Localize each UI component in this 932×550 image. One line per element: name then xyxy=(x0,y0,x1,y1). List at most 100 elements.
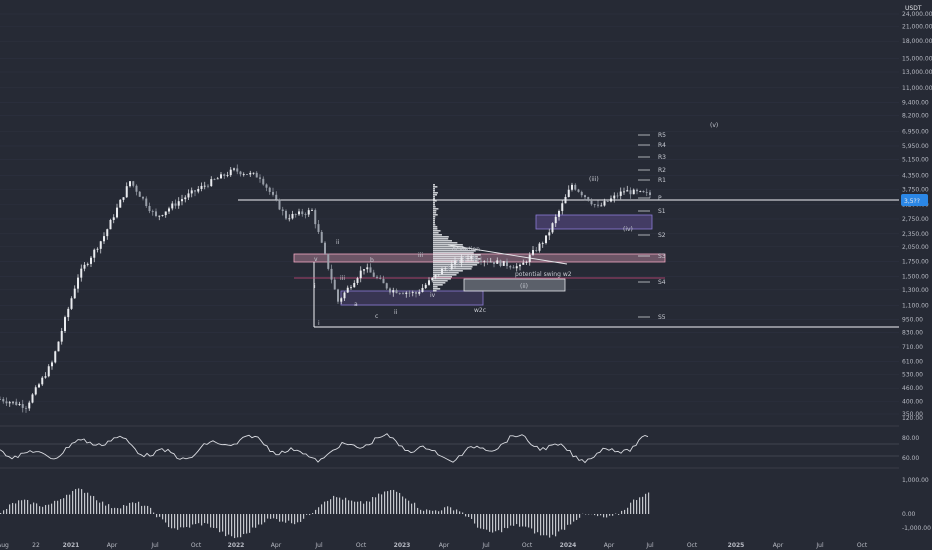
candle-body xyxy=(197,188,200,192)
volume-profile-bar xyxy=(433,206,436,208)
indicator-2-bar xyxy=(324,501,326,514)
candle-body xyxy=(155,211,157,217)
indicator-1-pane[interactable]: 120.00 80.00 60.00 xyxy=(0,415,923,464)
candle-body xyxy=(580,191,583,196)
indicator-2-bar xyxy=(636,500,638,514)
indicator-2-bar xyxy=(330,499,332,514)
indicator-2-bar xyxy=(375,497,377,514)
indicator-2-bar xyxy=(492,514,494,533)
time-tick-label: 2023 xyxy=(394,542,411,549)
candle-body xyxy=(171,203,174,209)
indicator-2-bar xyxy=(288,514,290,521)
indicator-2-bar xyxy=(138,501,140,514)
indicator-1-tick-label: 60.00 xyxy=(902,455,919,462)
indicator-2-bar xyxy=(594,514,596,516)
volume-profile-bar xyxy=(433,232,439,234)
pivot-label: R3 xyxy=(658,154,666,161)
candle-body xyxy=(25,407,27,409)
indicator-2-bar xyxy=(243,514,245,535)
indicator-2-bar xyxy=(90,495,92,514)
price-tick-label: 830.00 xyxy=(902,329,923,336)
candle-body xyxy=(67,308,70,318)
annotation-label: b xyxy=(370,257,374,264)
price-tick-label: 21,000.00 xyxy=(902,24,932,31)
indicator-2-bar xyxy=(282,514,284,522)
annotation-label: v xyxy=(314,256,318,263)
candle-body xyxy=(220,174,222,179)
candle-body xyxy=(372,272,375,277)
candle-body xyxy=(187,193,190,198)
candle-body xyxy=(350,287,352,289)
indicator-2-bar xyxy=(525,514,527,527)
indicator-2-bar xyxy=(54,500,56,514)
indicator-2-bar xyxy=(612,514,614,516)
indicator-2-bar xyxy=(63,498,65,514)
last-price-badge xyxy=(901,194,928,206)
indicator-2-bar xyxy=(3,510,5,514)
volume-profile-bar xyxy=(433,198,435,200)
candle-body xyxy=(272,191,274,195)
indicator-2-bar xyxy=(258,514,260,525)
candle-body xyxy=(158,215,161,217)
price-tick-label: 1,500.00 xyxy=(902,273,929,280)
indicator-2-bar xyxy=(33,502,35,514)
indicator-2-bar xyxy=(504,514,506,528)
volume-profile-bar xyxy=(433,278,451,280)
indicator-2-pane[interactable]: 1,000.00 0.00 -1,000.00 xyxy=(0,467,931,539)
candle-body xyxy=(8,402,11,404)
candle-body xyxy=(363,269,365,271)
candle-body xyxy=(463,257,466,259)
indicator-2-bar xyxy=(339,497,341,514)
annotation-label: i xyxy=(314,283,316,290)
indicator-2-bar xyxy=(24,499,26,514)
indicator-2-bar xyxy=(312,512,314,514)
indicator-2-bar xyxy=(633,499,635,514)
indicator-2-bar xyxy=(201,514,203,526)
candle-body xyxy=(532,250,534,255)
indicator-2-bar xyxy=(0,512,2,514)
candle-body xyxy=(246,174,248,175)
trend-line xyxy=(447,244,568,265)
candle-body xyxy=(112,217,115,220)
indicator-2-bar xyxy=(30,504,32,514)
indicator-1-ticks: 120.00 80.00 60.00 xyxy=(902,415,923,462)
indicator-2-bar xyxy=(213,514,215,528)
price-tick-label: 1,100.00 xyxy=(902,303,929,310)
price-ticks: 24,000.00 21,000.00 18,000.00 15,000.00 13,0… xyxy=(902,11,932,418)
candle-body xyxy=(571,184,573,190)
candle-body xyxy=(441,268,443,275)
indicator-2-bar xyxy=(150,507,152,514)
indicator-2-bar xyxy=(348,500,350,514)
candle-body xyxy=(645,192,648,193)
time-tick-label: 2025 xyxy=(728,542,745,549)
candle-body xyxy=(460,257,463,264)
candle-body xyxy=(522,262,525,265)
price-tick-label: 2,750.00 xyxy=(902,216,929,223)
candle-body xyxy=(255,172,258,178)
indicator-2-bar xyxy=(384,491,386,514)
indicator-2-bar xyxy=(51,503,53,514)
indicator-2-bar xyxy=(411,503,413,514)
currency-label: USDT xyxy=(905,5,922,12)
indicator-2-bar xyxy=(327,500,329,514)
candle-body xyxy=(324,242,326,254)
price-tick-label: 11,000.00 xyxy=(902,85,932,92)
indicator-2-bar xyxy=(624,509,626,514)
indicator-2-bar xyxy=(204,514,206,524)
indicator-2-bar xyxy=(240,514,242,538)
candle-body xyxy=(385,283,388,289)
indicator-2-bar xyxy=(78,488,80,514)
candle-body xyxy=(73,288,76,299)
indicator-2-bar xyxy=(558,514,560,532)
candle-body xyxy=(489,261,492,263)
candle-body xyxy=(506,261,508,267)
candle-body xyxy=(330,268,333,280)
candle-body xyxy=(174,203,177,206)
candle-body xyxy=(93,249,96,258)
candle-body xyxy=(548,232,551,236)
candle-body xyxy=(421,287,424,293)
time-tick-label: Oct xyxy=(522,542,533,549)
candle-body xyxy=(80,268,83,278)
time-tick-label: Oct xyxy=(356,542,367,549)
